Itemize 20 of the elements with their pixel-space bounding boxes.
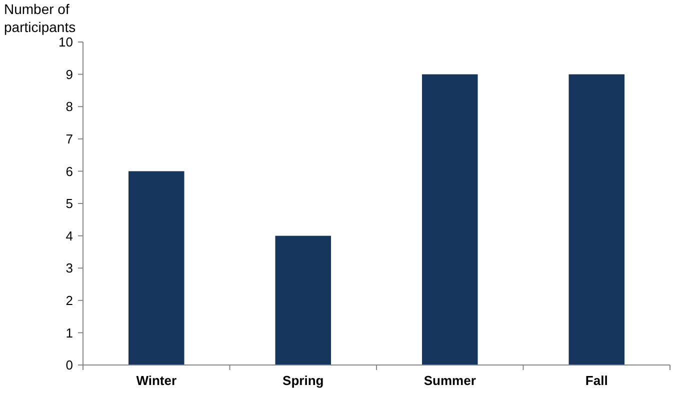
y-tick-label: 4 — [66, 228, 73, 244]
y-tick-label: 10 — [58, 34, 73, 50]
bar — [128, 171, 184, 365]
y-tick-label: 3 — [66, 260, 73, 276]
x-tick-label: Fall — [585, 373, 608, 388]
y-tick-label: 0 — [66, 358, 73, 373]
y-axis-title: Number of participants — [4, 1, 76, 35]
x-tick-label: Summer — [424, 373, 476, 388]
y-tick-label: 6 — [66, 164, 73, 179]
y-tick-label: 9 — [66, 66, 73, 82]
bar — [275, 236, 332, 365]
y-tick-label: 5 — [66, 196, 73, 212]
x-tick-label: Winter — [136, 373, 177, 388]
y-tick-label: 8 — [66, 99, 73, 114]
y-tick-label: 2 — [66, 292, 73, 308]
bar — [422, 74, 478, 365]
x-tick-label: Spring — [282, 373, 324, 388]
y-tick-label: 7 — [66, 131, 73, 146]
bar — [568, 74, 625, 365]
y-tick-label: 1 — [66, 325, 73, 340]
